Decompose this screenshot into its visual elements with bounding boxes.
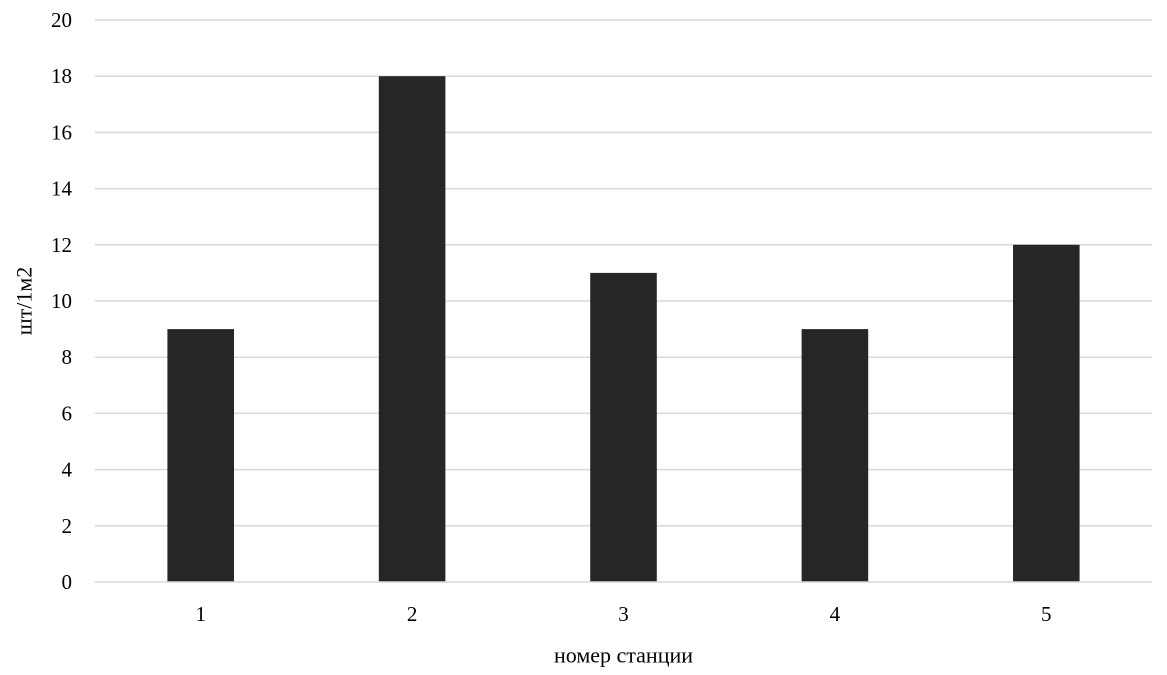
- bar-4: [801, 329, 869, 582]
- bars: [167, 76, 1080, 583]
- y-tick-label-4: 4: [62, 458, 73, 482]
- bar-2: [378, 76, 446, 582]
- y-tick-label-10: 10: [51, 289, 72, 313]
- y-tick-label-14: 14: [51, 177, 73, 201]
- y-tick-label-18: 18: [51, 64, 72, 88]
- x-axis-title: номер станции: [554, 643, 693, 668]
- x-tick-label-3: 3: [618, 602, 629, 626]
- bar-1: [167, 329, 234, 582]
- y-tick-label-6: 6: [62, 401, 73, 425]
- y-axis-title: шт/1м2: [12, 267, 37, 336]
- y-tick-labels: 0 2 4 6 8 10 12 14 16 18 20: [51, 8, 73, 594]
- y-tick-label-0: 0: [62, 570, 73, 594]
- x-tick-labels: 1 2 3 4 5: [195, 602, 1051, 626]
- bar-5: [1013, 244, 1080, 583]
- x-tick-label-5: 5: [1041, 602, 1052, 626]
- x-tick-label-4: 4: [830, 602, 841, 626]
- y-tick-label-8: 8: [62, 345, 73, 369]
- y-tick-label-16: 16: [51, 120, 72, 144]
- x-tick-label-1: 1: [195, 602, 206, 626]
- y-tick-label-20: 20: [51, 8, 72, 32]
- bar-3: [590, 272, 657, 582]
- y-tick-label-12: 12: [51, 233, 72, 257]
- x-tick-label-2: 2: [407, 602, 418, 626]
- y-tick-label-2: 2: [62, 514, 73, 538]
